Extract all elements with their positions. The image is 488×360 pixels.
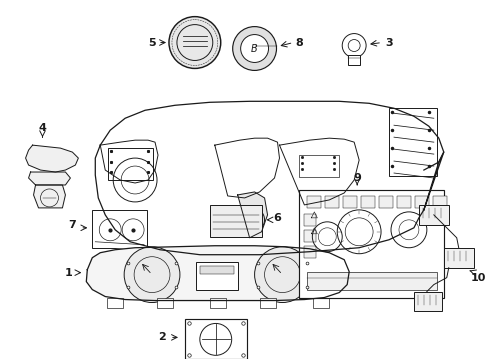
- Polygon shape: [86, 246, 348, 301]
- Text: 1: 1: [64, 267, 72, 278]
- Bar: [307, 196, 321, 208]
- Bar: [396, 196, 410, 208]
- Polygon shape: [237, 192, 267, 238]
- Bar: [443, 248, 473, 268]
- Circle shape: [232, 27, 276, 71]
- Bar: [299, 155, 339, 177]
- Bar: [200, 266, 233, 274]
- Polygon shape: [34, 185, 65, 208]
- Bar: [92, 210, 147, 248]
- Bar: [361, 196, 374, 208]
- Text: B: B: [251, 44, 258, 54]
- Bar: [304, 230, 316, 242]
- Bar: [299, 190, 443, 298]
- Text: 5: 5: [148, 37, 156, 48]
- Bar: [304, 214, 316, 226]
- Text: 8: 8: [295, 37, 303, 48]
- Bar: [414, 196, 428, 208]
- Bar: [378, 196, 392, 208]
- Bar: [347, 55, 359, 66]
- Bar: [413, 292, 441, 311]
- Bar: [343, 196, 356, 208]
- Bar: [209, 298, 225, 307]
- Text: 10: 10: [470, 273, 486, 283]
- Bar: [107, 298, 123, 307]
- Bar: [108, 148, 153, 180]
- Circle shape: [240, 208, 264, 232]
- Circle shape: [240, 35, 268, 62]
- Polygon shape: [28, 172, 70, 185]
- Text: 3: 3: [385, 37, 392, 48]
- Bar: [157, 298, 173, 307]
- Text: 2: 2: [158, 332, 165, 342]
- Circle shape: [169, 17, 220, 68]
- Bar: [184, 319, 246, 359]
- Bar: [388, 108, 436, 176]
- Bar: [209, 205, 261, 237]
- Bar: [307, 272, 436, 289]
- Text: 9: 9: [352, 173, 360, 183]
- Text: 4: 4: [39, 123, 46, 133]
- Bar: [259, 298, 275, 307]
- Bar: [418, 205, 448, 225]
- Circle shape: [254, 247, 310, 302]
- Text: 7: 7: [68, 220, 76, 230]
- Bar: [304, 246, 316, 258]
- Bar: [313, 298, 328, 307]
- Bar: [325, 196, 339, 208]
- Bar: [432, 196, 446, 208]
- Bar: [196, 262, 237, 289]
- Text: 6: 6: [273, 213, 281, 223]
- Polygon shape: [25, 145, 78, 172]
- Circle shape: [124, 247, 180, 302]
